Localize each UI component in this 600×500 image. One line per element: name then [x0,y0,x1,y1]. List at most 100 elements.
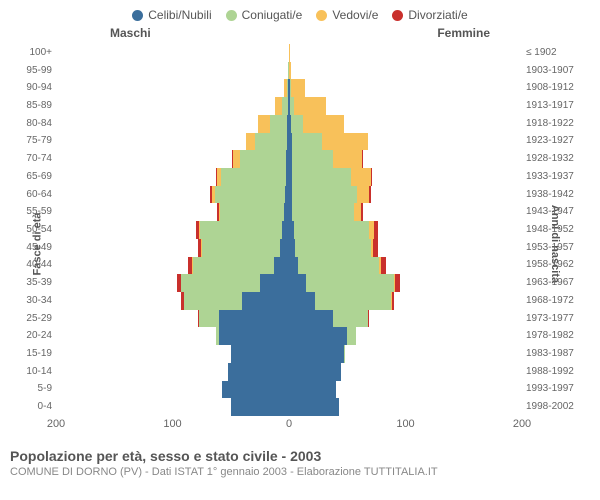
pyramid-row [56,97,522,115]
bar-segment [315,292,391,310]
female-bar [289,363,522,382]
male-bar [56,79,289,98]
birth-year-label: 1923-1927 [526,135,588,146]
bar-segment [289,310,333,328]
female-bar [289,292,522,311]
male-bar [56,221,289,240]
bar-segment [199,310,219,328]
female-bar [289,150,522,169]
male-bar [56,292,289,311]
age-label: 25-29 [20,313,52,324]
x-axis-tick: 200 [47,418,65,430]
legend: Celibi/NubiliConiugati/eVedovi/eDivorzia… [0,0,600,26]
pyramid-row [56,133,522,151]
age-label: 50-54 [20,224,52,235]
bar-segment [242,292,289,310]
bar-segment [292,168,350,186]
male-bar [56,239,289,258]
bar-segment [200,221,282,239]
bar-segment [291,115,303,133]
birth-year-label: 1973-1977 [526,313,588,324]
pyramid-row [56,257,522,275]
birth-year-label: 1903-1907 [526,65,588,76]
age-label: 35-39 [20,277,52,288]
bar-segment [181,274,260,292]
bar-segment [344,345,345,363]
bar-segment [292,203,353,221]
bar-segment [233,150,240,168]
birth-year-label: 1993-1997 [526,383,588,394]
age-label: 40-44 [20,259,52,270]
birth-year-label: 1948-1952 [526,224,588,235]
bar-segment [219,327,289,345]
legend-swatch [226,10,237,21]
bar-segment [357,186,370,204]
age-label: 55-59 [20,206,52,217]
bar-segment [289,274,306,292]
bar-segment [351,168,371,186]
bar-segment [306,274,393,292]
age-label: 45-49 [20,242,52,253]
pyramid-row [56,44,522,62]
female-bar [289,257,522,276]
pyramid-row [56,203,522,221]
legend-swatch [316,10,327,21]
male-bar [56,345,289,364]
bar-segment [292,186,356,204]
female-bar [289,79,522,98]
age-label: 100+ [20,47,52,58]
male-bar [56,44,289,63]
birth-year-label: 1983-1987 [526,348,588,359]
bar-segment [246,133,255,151]
bar-segment [392,292,395,310]
age-label: 80-84 [20,118,52,129]
male-bar [56,115,289,134]
female-bar [289,345,522,364]
chart-subtitle: COMUNE DI DORNO (PV) - Dati ISTAT 1° gen… [10,466,590,478]
legend-item: Celibi/Nubili [132,8,211,22]
female-bar [289,115,522,134]
plot-area [56,44,522,416]
x-axis-tick: 200 [513,418,531,430]
bar-segment [240,150,287,168]
bar-segment [280,239,289,257]
pyramid-row [56,292,522,310]
male-bar [56,257,289,276]
pyramid-row [56,274,522,292]
bar-segment [361,203,363,221]
male-bar [56,97,289,116]
male-bar [56,203,289,222]
pyramid-row [56,398,522,416]
bar-segment [371,168,372,186]
bar-segment [292,150,333,168]
female-bar [289,327,522,346]
bar-segment [270,115,287,133]
chart-area: Fasce di età Anni di nascita 100+95-9990… [8,44,592,444]
bar-segment [289,257,298,275]
male-bar [56,398,289,417]
bar-segment [381,257,386,275]
bar-segment [395,274,400,292]
female-bar [289,186,522,205]
female-bar [289,62,522,81]
bar-segment [260,274,289,292]
male-bar [56,274,289,293]
bar-segment [289,62,291,80]
pyramid-row [56,150,522,168]
birth-year-label: 1928-1932 [526,153,588,164]
birth-year-label: 1953-1957 [526,242,588,253]
male-bar [56,310,289,329]
x-axis-tick: 100 [396,418,414,430]
male-bar [56,62,289,81]
bar-segment [282,221,289,239]
bar-segment [215,186,285,204]
bar-segment [368,310,369,328]
bar-segment [298,257,380,275]
bar-segment [222,381,289,399]
x-axis-tick: 100 [163,418,181,430]
female-bar [289,239,522,258]
bar-segment [231,398,289,416]
age-label: 0-4 [20,401,52,412]
female-bar [289,381,522,400]
age-label: 70-74 [20,153,52,164]
